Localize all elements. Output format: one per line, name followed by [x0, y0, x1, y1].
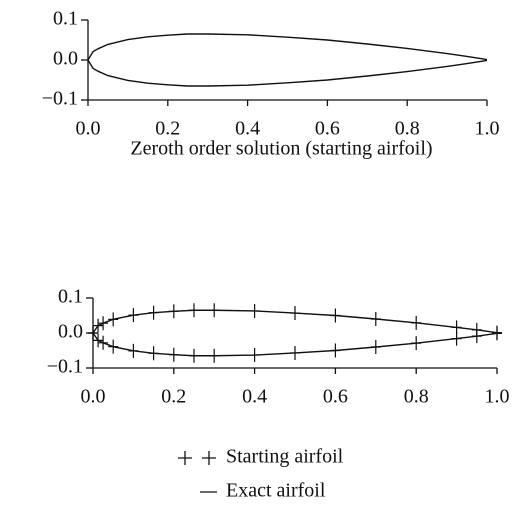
- airfoil-line: [92, 332, 498, 357]
- x-tick-label: 0.6: [315, 118, 340, 140]
- y-tick-label: −0.1: [47, 356, 83, 378]
- y-tick-label: 0.0: [53, 48, 78, 70]
- y-tick-label: 0.1: [58, 286, 83, 308]
- x-tick-label: 0.4: [235, 118, 260, 140]
- x-tick-label: 1.0: [475, 118, 500, 140]
- x-tick-label: 0.0: [76, 118, 101, 140]
- x-tick-label: 0.8: [404, 386, 429, 408]
- y-tick-label: 0.0: [58, 321, 83, 343]
- legend-label: Starting airfoil: [226, 446, 344, 468]
- x-tick-label: 0.0: [81, 386, 106, 408]
- legend-label: Exact airfoil: [226, 480, 326, 502]
- x-tick-label: 0.6: [323, 386, 348, 408]
- x-tick-label: 0.2: [155, 118, 180, 140]
- y-tick-label: 0.1: [53, 8, 78, 30]
- x-axis-label: Zeroth order solution (starting airfoil): [130, 138, 432, 160]
- airfoil-line: [87, 59, 488, 87]
- x-tick-label: 0.2: [161, 386, 186, 408]
- x-tick-label: 1.0: [485, 386, 510, 408]
- y-tick-label: −0.1: [42, 88, 78, 110]
- axes: [87, 20, 487, 101]
- x-tick-label: 0.8: [395, 118, 420, 140]
- legend-symbol: [178, 451, 216, 465]
- airfoil-line: [87, 33, 488, 61]
- x-tick-label: 0.4: [242, 386, 267, 408]
- airfoil-line: [92, 309, 498, 334]
